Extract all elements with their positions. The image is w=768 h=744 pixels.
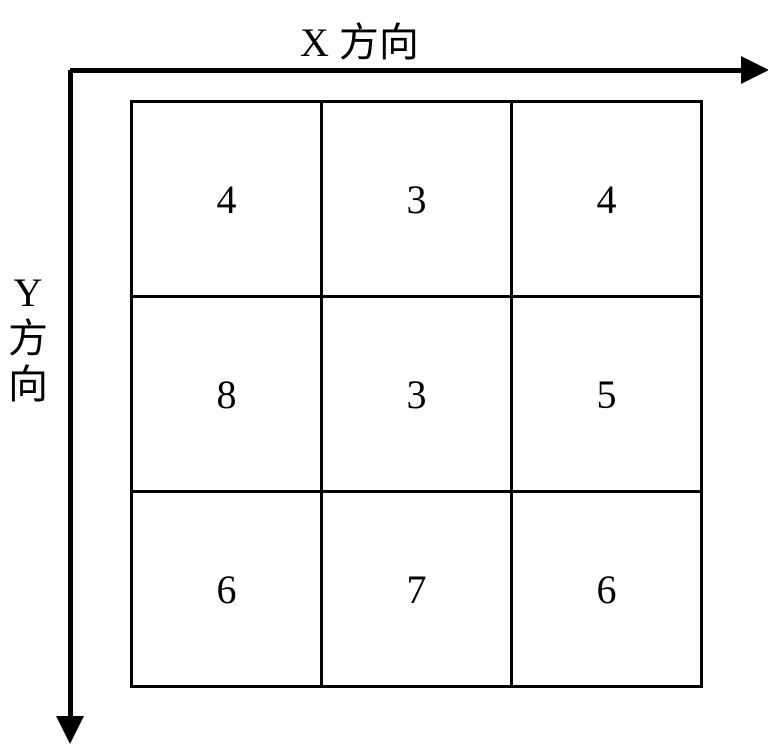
y-axis-arrow-icon bbox=[56, 716, 84, 744]
table-row: 6 7 6 bbox=[132, 492, 702, 687]
grid-cell: 8 bbox=[132, 297, 322, 492]
grid-cell: 4 bbox=[132, 102, 322, 297]
y-axis-label: Y 方 向 bbox=[8, 270, 48, 408]
grid-cell: 3 bbox=[322, 297, 512, 492]
grid-cell: 7 bbox=[322, 492, 512, 687]
x-axis-line bbox=[70, 68, 745, 73]
grid-cell: 6 bbox=[512, 492, 702, 687]
grid-cell: 4 bbox=[512, 102, 702, 297]
y-label-char-0: Y bbox=[8, 270, 48, 316]
x-axis-label: X 方向 bbox=[300, 10, 419, 68]
table-row: 8 3 5 bbox=[132, 297, 702, 492]
data-grid: 4 3 4 8 3 5 6 7 6 bbox=[130, 100, 703, 688]
grid-cell: 5 bbox=[512, 297, 702, 492]
grid-cell: 3 bbox=[322, 102, 512, 297]
x-axis-arrow-icon bbox=[741, 56, 768, 84]
y-axis-line bbox=[68, 70, 73, 720]
y-label-char-2: 向 bbox=[8, 362, 48, 408]
table-row: 4 3 4 bbox=[132, 102, 702, 297]
grid-cell: 6 bbox=[132, 492, 322, 687]
diagram-container: X 方向 Y 方 向 4 3 4 8 3 5 6 7 6 bbox=[0, 0, 768, 741]
y-label-char-1: 方 bbox=[8, 316, 48, 362]
